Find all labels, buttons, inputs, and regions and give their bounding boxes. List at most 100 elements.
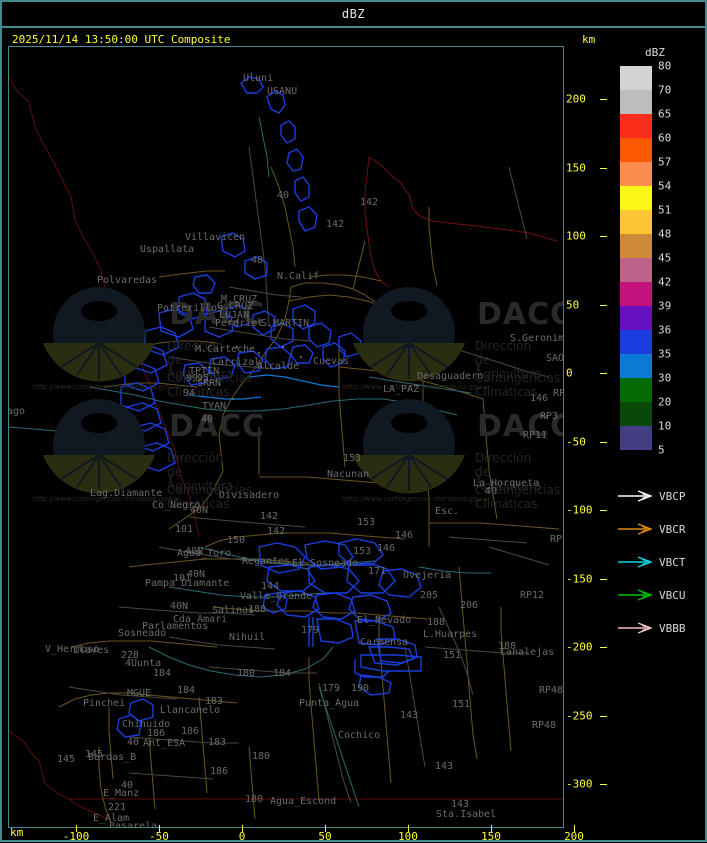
x-axis-unit-label: km [10,826,24,839]
map-place-label: Sosneado [118,628,167,639]
vector-arrow-icon [618,556,652,568]
map-place-label: 205 [420,590,439,601]
legend-panel: dBZ VBCP VBCR VBCT VBCU VBBB 80 70 65 60 57 54 51 4… [612,30,705,840]
map-place-label: Salinas [212,605,255,616]
dbz-scale-swatch[interactable] [620,66,652,90]
map-place-label: 40N [170,601,189,612]
y-axis-tick-mark [600,578,607,580]
dbz-scale-swatch[interactable] [620,354,652,378]
dbz-scale-label: 5 [658,443,665,457]
map-place-label: E_Alam [93,813,130,824]
map-place-label: Divisadero [219,490,280,501]
dbz-scale-swatch[interactable] [620,330,652,354]
map-place-label: RP12 [520,590,545,601]
vector-legend-label: VBBB [659,621,686,635]
dbz-scale-swatch[interactable] [620,210,652,234]
map-place-label: 179 [301,625,320,636]
dbz-scale-label: 10 [658,419,672,433]
map-place-label: RP48 [532,720,557,731]
y-axis-tick-label: -200 [566,640,593,654]
y-axis-tick-label: -100 [566,503,593,517]
dbz-scale-swatch[interactable] [620,378,652,402]
map-place-label: Potrerillos [157,303,224,314]
y-axis-tick-mark [600,784,607,785]
map-place-label: SRRN [197,378,222,389]
map-place-label: 40 [127,737,140,748]
dbz-scale-swatch[interactable] [620,138,652,162]
vector-legend-row: VBCT [618,551,686,573]
dbz-color-scale[interactable] [620,66,652,450]
y-axis-tick-mark [600,441,607,443]
dbz-scale-swatch[interactable] [620,402,652,426]
map-place-label: RP3 [553,388,563,399]
map-place-label: Desaguadero [417,371,484,382]
dbz-scale-swatch[interactable] [620,426,652,450]
map-place-label: 153 [357,517,376,528]
map-place-label: 40N [185,546,204,557]
dbz-scale-swatch[interactable] [620,186,652,210]
vector-legend-label: VBCT [659,555,686,569]
map-place-label: 40 [201,414,214,425]
map-place-label: Sta.Isabel [436,809,497,820]
y-axis-tick-mark [600,304,607,306]
map-place-label: 188 [498,641,517,652]
dbz-scale-swatch[interactable] [620,306,652,330]
y-axis-tick-mark [600,99,607,100]
map-place-label: Ant_ESA [143,738,186,749]
map-place-label: LUJAN [219,310,250,321]
dbz-scale-swatch[interactable] [620,258,652,282]
dbz-scale-label: 45 [658,251,672,265]
radar-map-canvas[interactable]: DACC DACC DACC DACC Dirección de Agricul… [8,46,564,828]
x-axis-tick-mark [159,825,160,832]
map-place-label: RP3 [550,534,563,545]
map-place-label: 184 [273,668,292,679]
dbz-scale-label: 51 [658,203,672,217]
map-place-label: 190 [351,683,370,694]
map-place-label: 151 [443,650,462,661]
map-place-label: Uspallata [140,244,195,255]
dbz-scale-swatch[interactable] [620,114,652,138]
map-place-label: 40 [251,255,264,266]
map-place-label: 99 [186,373,199,384]
map-place-label: 153 [343,453,362,464]
map-place-label: RP48 [539,685,564,696]
vector-legend-label: VBCU [659,588,686,602]
map-place-label: Uluni [243,73,274,84]
map-place-label: 142 [260,511,279,522]
dbz-scale-swatch[interactable] [620,90,652,114]
map-place-label: Nihuil [229,632,266,643]
y-axis-tick-label: 200 [566,92,586,106]
map-place-label: 144 [261,581,280,592]
y-axis-tick-mark [600,236,607,237]
y-axis-tick-mark [600,715,607,717]
vector-legend-row: VBBB [618,617,686,639]
dbz-scale-label: 57 [658,155,672,169]
y-axis-unit-label: km [582,33,596,46]
map-place-label: 151 [452,699,471,710]
map-place-label: 150 [227,535,246,546]
x-axis-tick-mark [408,825,409,832]
dbz-scale-label: 60 [658,131,672,145]
map-place-label: 228 [121,650,140,661]
vector-legend-row: VBCU [618,584,686,606]
map-place-label: 40N [187,569,206,580]
y-axis-tick-label: -250 [566,709,593,722]
x-axis-tick-label: 200 [564,830,584,843]
map-place-label: El_Nevado [357,615,412,626]
map-place-label: 179 [322,683,341,694]
x-axis-tick-label: 0 [238,830,246,843]
map-place-label: Co_Negro [152,500,201,511]
map-place-label: 184 [177,685,196,696]
dbz-scale-swatch[interactable] [620,234,652,258]
map-place-label: Llaves [73,645,110,656]
map-place-label: SAOU [546,353,564,364]
map-place-label: La_Horqueta [473,478,540,489]
dbz-scale-label: 65 [658,107,672,121]
window-title: dBZ [341,7,366,21]
dbz-scale-label: 30 [658,371,672,385]
map-place-label: Cuevas [313,356,350,367]
dbz-scale-swatch[interactable] [620,282,652,306]
dbz-scale-swatch[interactable] [620,162,652,186]
vector-legend-row: VBCR [618,518,686,540]
vector-arrow-icon [618,523,652,535]
